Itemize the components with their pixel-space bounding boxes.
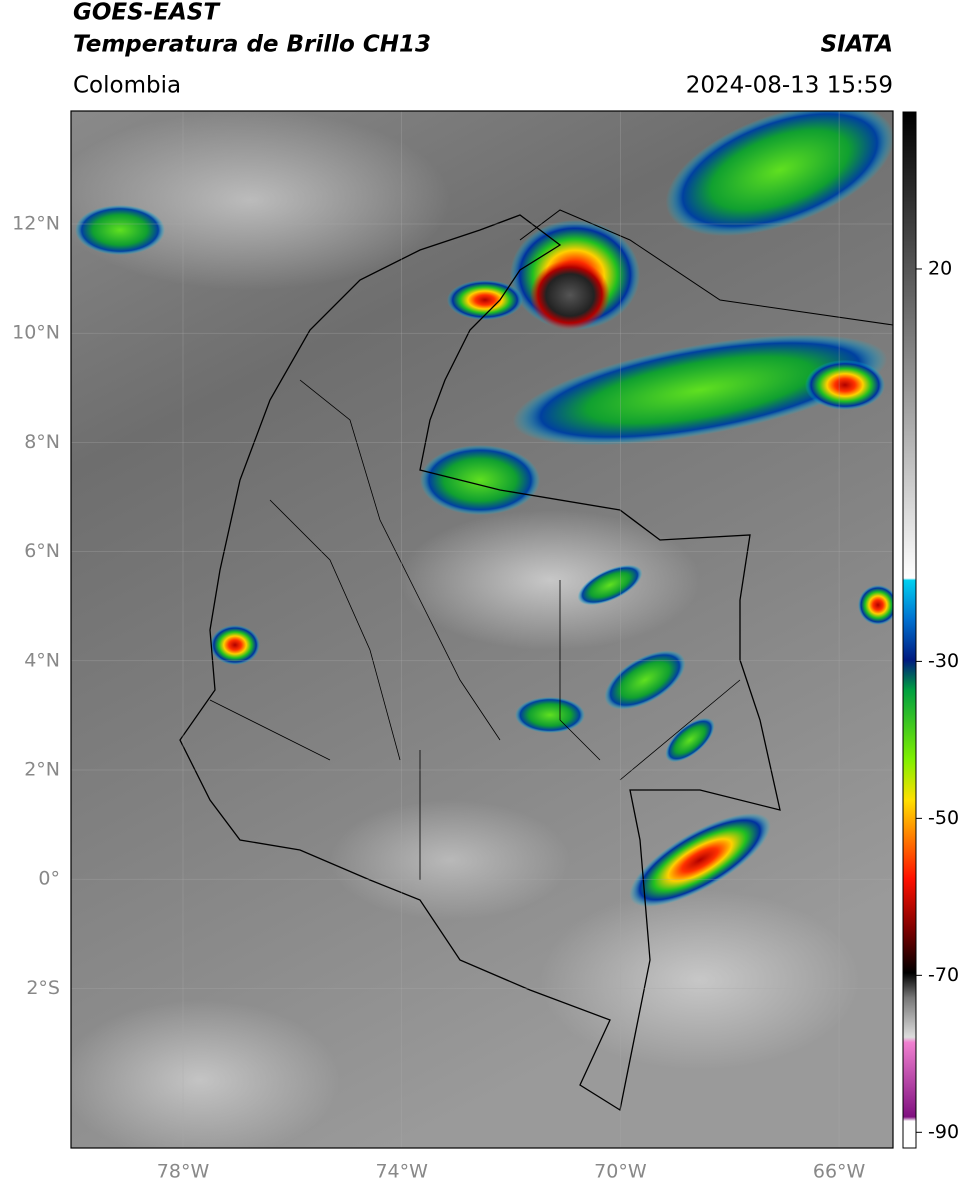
lat-label: 12°N [12, 213, 60, 235]
region: Colombia [73, 73, 181, 99]
graticule [71, 111, 893, 1148]
satellite-image [71, 111, 893, 1148]
colorbar-tick-label: -30 [928, 650, 959, 672]
colorbar-tick-label: 20 [928, 257, 952, 279]
timestamp: 2024-08-13 15:59 [686, 73, 893, 99]
colorbar-tick-label: -50 [928, 807, 959, 829]
map-frame [70, 110, 894, 1149]
lon-label: 78°W [157, 1161, 210, 1183]
colorbar [902, 111, 917, 1149]
colorbar-tick-label: -70 [928, 964, 959, 986]
lat-label: 0° [38, 868, 60, 890]
colorbar-tick-label: -90 [928, 1121, 959, 1143]
lat-label: 2°N [24, 759, 60, 781]
lat-label: 8°N [24, 431, 60, 453]
lon-label: 74°W [375, 1161, 428, 1183]
lon-label: 66°W [813, 1161, 866, 1183]
lon-label: 70°W [594, 1161, 647, 1183]
product: Temperatura de Brillo CH13 [73, 32, 431, 58]
satellite: GOES-EAST [73, 0, 221, 26]
lat-label: 2°S [26, 977, 60, 999]
lat-label: 6°N [24, 540, 60, 562]
lat-label: 10°N [12, 322, 60, 344]
source: SIATA [821, 32, 893, 58]
lat-label: 4°N [24, 649, 60, 671]
